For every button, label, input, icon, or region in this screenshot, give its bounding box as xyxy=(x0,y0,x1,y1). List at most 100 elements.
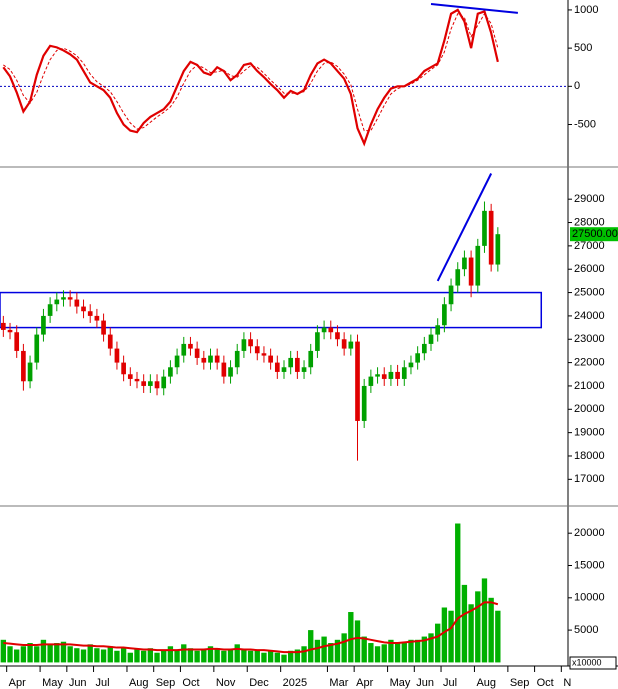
x-tick-label: Jun xyxy=(69,677,87,689)
candle-body xyxy=(181,343,187,356)
volume-bar xyxy=(314,639,321,663)
candle-body xyxy=(341,339,347,349)
candle-body xyxy=(21,350,26,382)
volume-bar xyxy=(294,649,301,663)
candle-body xyxy=(41,315,46,335)
volume-bar xyxy=(167,646,174,663)
volume-bar xyxy=(94,648,100,663)
candle-body xyxy=(281,367,287,372)
volume-bar xyxy=(147,648,154,663)
y-tick-label: 18000 xyxy=(574,450,605,462)
volume-bar xyxy=(481,578,488,663)
candle-body xyxy=(288,357,294,368)
y-tick-label: 21000 xyxy=(574,380,605,392)
y-tick-label: -500 xyxy=(574,118,596,130)
candle-body xyxy=(475,245,481,286)
volume-bar xyxy=(334,639,341,663)
volume-bar xyxy=(408,639,414,663)
volume-bar xyxy=(328,643,334,663)
volume-bar xyxy=(227,649,234,663)
candle-body xyxy=(308,350,314,368)
volume-unit: x10000 xyxy=(572,657,602,667)
candle-body xyxy=(1,322,6,330)
volume-bar xyxy=(14,649,20,663)
y-tick-label: 23000 xyxy=(574,333,605,345)
candle-body xyxy=(442,304,447,326)
candle-body xyxy=(228,367,233,377)
volume-bar xyxy=(154,652,160,663)
candle-body xyxy=(435,325,441,335)
volume-bar xyxy=(214,648,220,663)
volume-bar xyxy=(7,646,13,663)
volume-bar xyxy=(120,648,127,663)
volume-bar xyxy=(341,633,347,663)
volume-bar xyxy=(435,623,441,663)
candle-body xyxy=(87,311,93,316)
volume-bar xyxy=(388,639,394,663)
candle-body xyxy=(94,315,100,321)
candle-body xyxy=(428,334,434,344)
candle-body xyxy=(74,299,80,307)
candle-body xyxy=(114,348,120,363)
candle-body xyxy=(321,327,327,333)
candle-body xyxy=(268,355,273,363)
x-tick-label: May xyxy=(390,677,411,689)
y-tick-label: 5000 xyxy=(574,624,598,636)
x-tick-label: Oct xyxy=(182,677,199,689)
x-tick-label: Aug xyxy=(476,677,496,689)
volume-bar xyxy=(100,649,107,663)
candle-body xyxy=(154,381,160,389)
y-tick-label: 24000 xyxy=(574,310,605,322)
volume-bar xyxy=(261,652,267,663)
candle-body xyxy=(462,257,467,270)
candle-body xyxy=(401,367,407,379)
volume-bar xyxy=(174,649,180,663)
candle-body xyxy=(421,343,427,354)
x-tick-label: Aug xyxy=(129,677,149,689)
y-tick-label: 20000 xyxy=(574,403,605,415)
line-series xyxy=(2,8,499,147)
volume-bar xyxy=(441,607,448,663)
candle-body xyxy=(368,376,374,386)
y-tick-label: 27000 xyxy=(574,240,605,252)
volume-bar xyxy=(288,650,294,663)
volume-bar xyxy=(348,612,354,663)
candle-body xyxy=(81,306,86,312)
last-price-label: 27500.00 xyxy=(572,228,618,240)
candle-body xyxy=(361,385,367,421)
volume-bar xyxy=(401,643,407,663)
x-tick-label: Dec xyxy=(249,677,269,689)
volume-bar xyxy=(414,639,421,663)
volume-bar xyxy=(308,630,314,663)
volume-bar xyxy=(181,644,187,663)
volume-bar xyxy=(448,610,454,663)
volume-bar xyxy=(47,644,53,663)
candle-body xyxy=(408,362,414,368)
candle-body xyxy=(375,374,380,377)
candle-body xyxy=(482,210,487,246)
volume-bar xyxy=(161,650,167,663)
y-tick-label: 0 xyxy=(574,80,580,92)
volume-bar xyxy=(281,654,287,663)
volume-bar xyxy=(354,620,361,663)
price-zone xyxy=(0,291,543,329)
volume-bar xyxy=(254,649,260,663)
last-price-box xyxy=(570,227,618,242)
volume-bar xyxy=(20,646,27,663)
volume-bar xyxy=(80,649,87,663)
x-tick-label: Jun xyxy=(416,677,434,689)
volume-bar xyxy=(74,648,80,663)
volume-bar xyxy=(34,646,40,663)
x-tick-label: Jul xyxy=(443,677,457,689)
volume-bar xyxy=(301,646,307,663)
candle-body xyxy=(248,339,253,347)
candle-body xyxy=(455,269,461,286)
x-tick-label: Jul xyxy=(96,677,110,689)
volume-bar xyxy=(461,584,468,663)
y-tick-label: 10000 xyxy=(574,592,605,604)
candle-body xyxy=(47,304,53,316)
candle-body xyxy=(234,350,240,368)
candle-body xyxy=(214,355,220,363)
